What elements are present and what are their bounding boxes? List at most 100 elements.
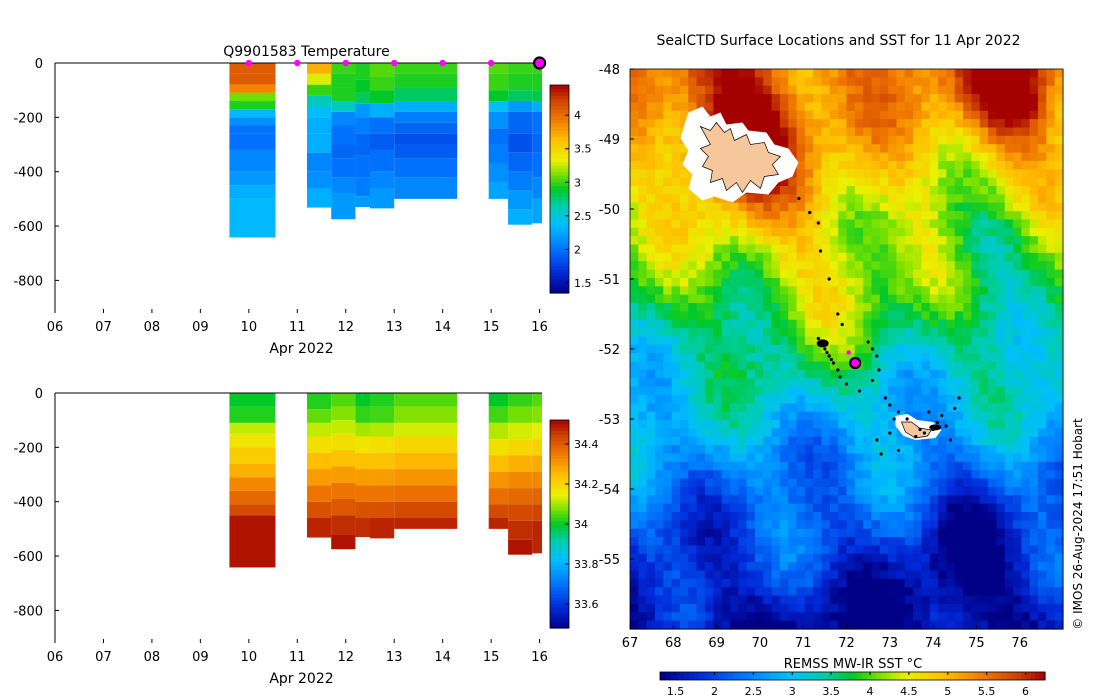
sst-cell [779,587,789,597]
sst-cell [646,528,656,538]
sst-cell [963,553,973,563]
sst-cell [721,378,731,388]
sst-cell [671,160,681,170]
profile-cell [394,485,458,502]
colorbar-segment [550,265,569,270]
sst-cell [813,470,823,480]
sst-cell [704,369,714,379]
sst-cell [1004,353,1014,363]
sst-cell [1004,77,1014,87]
sst-cell [1038,328,1047,338]
sst-cell [646,445,656,455]
sst-cell [979,453,989,463]
sst-cell [879,428,889,438]
sst-cell [796,152,806,162]
sst-cell [704,94,714,104]
sst-cell [996,553,1006,563]
sst-cell [671,495,681,505]
sst-cell [846,219,856,229]
sst-cell [630,85,639,95]
sst-cell [938,361,948,371]
sst-cell [929,386,939,396]
sst-cell [1013,294,1022,304]
sst-cell [1013,336,1022,346]
sst-cell [738,511,748,521]
sst-cell [879,620,889,630]
sst-cell [796,77,806,87]
sst-cell [996,470,1006,480]
sst-cell [963,620,973,630]
sst-cell [1013,319,1022,329]
sst-cell [1038,528,1047,538]
sst-cell [788,570,798,580]
sst-cell [1013,286,1022,296]
sst-cell [863,394,873,404]
sst-cell [904,261,914,271]
track-point [896,448,901,453]
profile-cell [355,79,370,93]
sst-cell [829,160,839,170]
profile-cell [369,149,395,172]
sst-cell [888,503,898,513]
sst-cell [888,578,898,588]
sst-cell [779,453,789,463]
sst-cell [838,85,848,95]
sst-cell [896,211,906,221]
sst-cell [763,520,773,530]
sst-cell [779,511,789,521]
sst-cell [696,612,706,622]
sst-cell [771,110,781,120]
profile-cell [508,73,533,91]
sst-cell [979,110,989,120]
sst-cell [938,110,948,120]
sst-cell [879,595,889,605]
sst-cell [779,102,789,112]
sst-cell [896,453,906,463]
sst-cell [663,503,673,513]
sst-cell [696,495,706,505]
sst-cell [663,202,673,212]
sst-cell [771,77,781,87]
profile-cell [394,73,458,88]
sst-cell [904,269,914,279]
sst-cell [904,503,914,513]
sst-cell [1029,261,1039,271]
sst-cell [796,603,806,613]
colorbar-segment [550,178,569,183]
sst-cell [846,495,856,505]
sst-cell [1021,261,1031,271]
sst-cell [1021,77,1031,87]
sst-cell [763,227,773,237]
sst-cell [796,620,806,630]
sst-cell [879,378,889,388]
sst-cell [746,562,756,572]
sst-cell [771,344,781,354]
sst-cell [988,361,997,371]
colorbar-segment [550,126,569,131]
sst-cell [746,227,756,237]
sst-cell [638,85,648,95]
sst-cell [729,369,739,379]
sst-cell [763,94,773,104]
sst-cell [963,202,973,212]
sst-cell [821,294,831,304]
current-position-marker [849,356,862,370]
sst-cell [679,503,689,513]
colorbar-segment [891,672,897,680]
sst-cell [929,603,939,613]
sst-cell [704,319,714,329]
sst-cell [821,486,831,496]
sst-cell [938,77,948,87]
sst-cell [1046,603,1056,613]
sst-cell [904,361,914,371]
colorbar-segment [550,289,569,294]
sst-cell [746,294,756,304]
sst-cell [863,428,873,438]
sst-cell [763,69,773,78]
sst-cell [771,511,781,521]
x-tick-label: 10 [241,320,258,335]
sst-cell [1004,478,1014,488]
profile-cell [306,117,332,134]
sst-cell [654,177,664,187]
sst-cell [704,102,714,112]
